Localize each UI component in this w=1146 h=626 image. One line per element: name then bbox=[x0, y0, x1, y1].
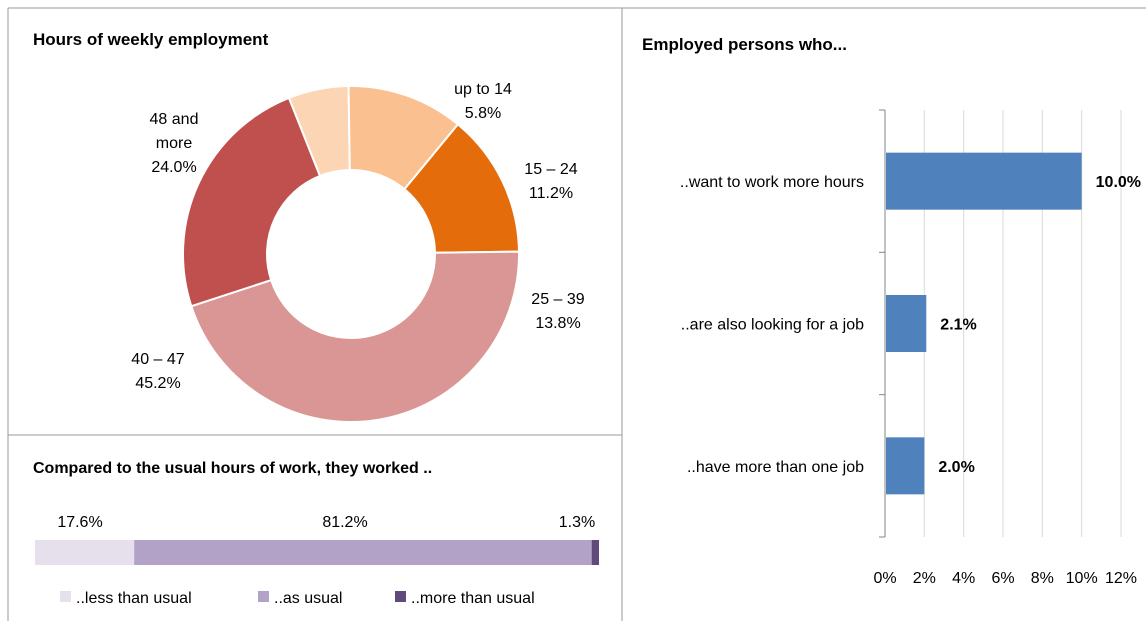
donut-label-1-line-0: 15 – 24 bbox=[524, 161, 577, 178]
bar-value-label-2: 2.0% bbox=[938, 459, 974, 476]
stacked-segment-1 bbox=[134, 540, 592, 565]
donut-label-0-line-0: up to 14 bbox=[454, 81, 512, 98]
legend-swatch-0 bbox=[60, 591, 71, 602]
donut-label-4-line-0: 48 and bbox=[150, 111, 199, 128]
legend-label-1: ..as usual bbox=[274, 590, 342, 607]
donut-slice-3 bbox=[190, 250, 520, 423]
stacked-value-label-2: 1.3% bbox=[559, 514, 595, 531]
donut-chart: up to 14 5.8% 15 – 24 11.2% 25 – 39 13.8% 40 –… bbox=[131, 81, 585, 423]
x-tick-label-0: 0% bbox=[873, 570, 896, 587]
x-tick-label-3: 6% bbox=[991, 570, 1014, 587]
legend-label-2: ..more than usual bbox=[411, 590, 535, 607]
stacked-bar-chart: 17.6% 81.2% 1.3% ..less than usual ..as usua… bbox=[35, 514, 599, 607]
stacked-value-label-0: 17.6% bbox=[57, 514, 102, 531]
category-label-2: ..have more than one job bbox=[687, 459, 864, 476]
donut-label-2-line-0: 25 – 39 bbox=[531, 291, 584, 308]
panel-borders bbox=[7, 7, 1146, 621]
x-tick-label-5: 10% bbox=[1066, 570, 1098, 587]
stacked-segment-0 bbox=[35, 540, 135, 565]
bar-value-label-0: 10.0% bbox=[1096, 174, 1141, 191]
donut-value-label-0: 5.8% bbox=[465, 105, 501, 122]
donut-slice-4 bbox=[182, 96, 322, 308]
horizontal-bar-chart: ..want to work more hours 10.0% ..are also… bbox=[680, 109, 1141, 587]
stacked-value-label-1: 81.2% bbox=[322, 514, 367, 531]
category-label-0: ..want to work more hours bbox=[680, 174, 864, 191]
donut-value-label-3: 45.2% bbox=[135, 375, 180, 392]
donut-label-4-line-1: more bbox=[156, 135, 193, 152]
bar-chart-title: Employed persons who... bbox=[642, 35, 847, 54]
x-tick-label-2: 4% bbox=[952, 570, 975, 587]
bar-value-label-1: 2.1% bbox=[940, 317, 976, 334]
bar-0 bbox=[886, 152, 1082, 210]
stacked-bar-title: Compared to the usual hours of work, the… bbox=[33, 460, 432, 477]
legend-label-0: ..less than usual bbox=[76, 590, 192, 607]
category-label-1: ..are also looking for a job bbox=[681, 317, 864, 334]
x-tick-label-6: 12% bbox=[1105, 570, 1137, 587]
x-tick-label-4: 8% bbox=[1031, 570, 1054, 587]
x-tick-label-1: 2% bbox=[913, 570, 936, 587]
donut-value-label-1: 11.2% bbox=[529, 185, 573, 202]
donut-title: Hours of weekly employment bbox=[33, 30, 269, 49]
legend-swatch-2 bbox=[395, 591, 406, 602]
donut-label-3-line-0: 40 – 47 bbox=[131, 351, 184, 368]
legend-swatch-1 bbox=[258, 591, 269, 602]
donut-value-label-2: 13.8% bbox=[535, 315, 580, 332]
stacked-segment-2 bbox=[591, 540, 599, 565]
bar-1 bbox=[886, 295, 927, 352]
bar-2 bbox=[886, 437, 925, 495]
donut-value-label-4: 24.0% bbox=[151, 159, 196, 176]
